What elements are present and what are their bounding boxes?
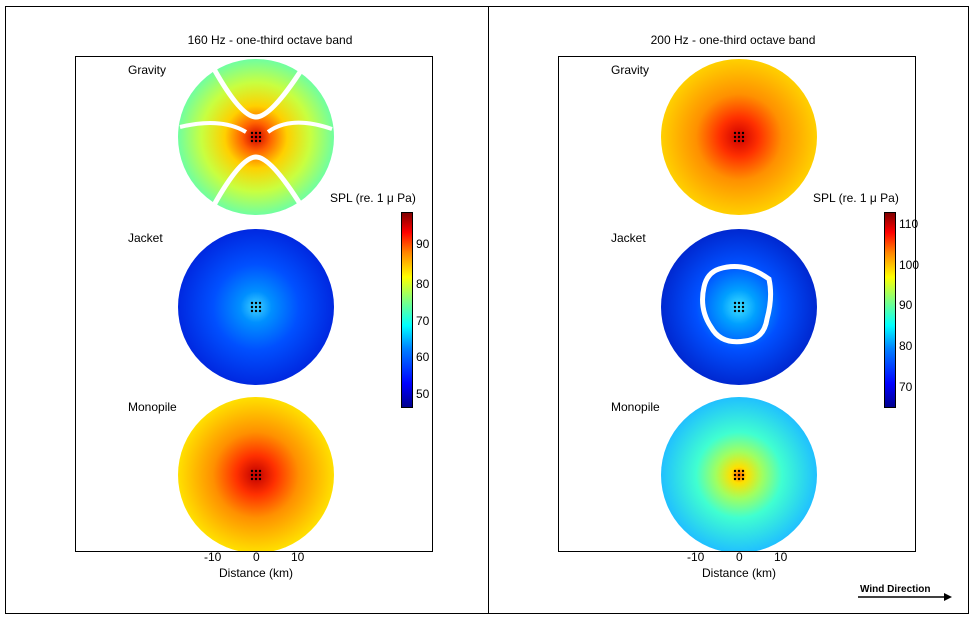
gravity-contour-side — [179, 120, 333, 134]
heatmap-svg — [661, 59, 817, 551]
colorbar-tick: 90 — [899, 298, 913, 312]
wind-arrow-icon — [858, 593, 952, 601]
colorbar-tick: 110 — [899, 217, 919, 231]
x-axis-label: Distance (km) — [702, 566, 777, 580]
row-label-jacket: Jacket — [611, 231, 646, 245]
panel-divider — [488, 6, 489, 614]
x-tick: -10 — [204, 550, 222, 564]
colorbar-tick: 60 — [416, 350, 430, 364]
colorbar — [401, 212, 413, 408]
colorbar-tick: 70 — [416, 314, 430, 328]
heatmap-svg — [178, 59, 334, 551]
x-tick: 0 — [736, 550, 743, 564]
colorbar-tick: 100 — [899, 258, 920, 272]
x-tick: -10 — [687, 550, 705, 564]
row-label-gravity: Gravity — [128, 63, 167, 77]
wind-direction-label: Wind Direction — [860, 584, 931, 595]
turbine-cluster — [733, 131, 745, 481]
panel-200hz: 200 Hz - one-third octave band — [489, 6, 972, 614]
plot-axes — [75, 56, 433, 552]
colorbar-label: SPL (re. 1 μ Pa) — [813, 191, 899, 205]
row-label-monopile: Monopile — [128, 400, 177, 414]
colorbar-tick: 80 — [899, 339, 913, 353]
colorbar-tick: 80 — [416, 277, 430, 291]
panel-160hz: 160 Hz - one-third octave band — [6, 6, 489, 614]
colorbar-tick: 50 — [416, 387, 430, 401]
plot-axes — [558, 56, 916, 552]
x-tick: 10 — [291, 550, 305, 564]
row-label-gravity: Gravity — [611, 63, 650, 77]
colorbar-tick: 70 — [899, 380, 913, 394]
row-label-jacket: Jacket — [128, 231, 163, 245]
x-tick: 10 — [774, 550, 788, 564]
colorbar — [884, 212, 896, 408]
gravity-contour — [211, 67, 305, 209]
colorbar-tick: 90 — [416, 237, 430, 251]
row-label-monopile: Monopile — [611, 400, 660, 414]
colorbar-label: SPL (re. 1 μ Pa) — [330, 191, 416, 205]
x-axis-label: Distance (km) — [219, 566, 294, 580]
jacket-contour — [700, 264, 774, 345]
turbine-cluster — [250, 131, 262, 481]
panel-title: 200 Hz - one-third octave band — [650, 33, 816, 47]
panel-title: 160 Hz - one-third octave band — [187, 33, 353, 47]
figure-frame — [5, 6, 969, 614]
x-tick: 0 — [253, 550, 260, 564]
